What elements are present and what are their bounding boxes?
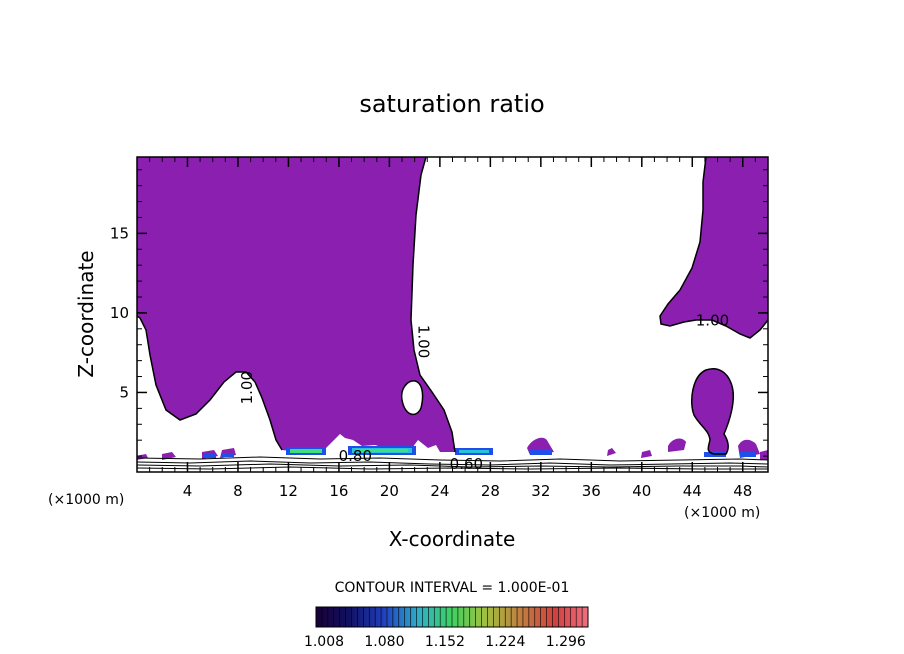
contour-label: 1.00 — [696, 312, 729, 330]
colorbar-tick-label: 1.296 — [546, 634, 586, 650]
contour-interval-text: CONTOUR INTERVAL = 1.000E-01 — [335, 580, 570, 596]
x-axis-unit-right: (×1000 m) — [684, 505, 760, 521]
x-tick-label: 24 — [430, 482, 449, 500]
x-tick-label: 4 — [183, 482, 193, 500]
colorbar-stripes — [321, 607, 583, 627]
colorbar-tick-label: 1.008 — [304, 634, 344, 650]
x-tick-label: 32 — [531, 482, 550, 500]
contour-label: 0.80 — [339, 447, 372, 465]
x-tick-label: 20 — [380, 482, 399, 500]
x-tick-label: 12 — [279, 482, 298, 500]
contour-lines — [137, 157, 768, 470]
supersaturated-region-left — [137, 157, 455, 452]
supersaturated-region-right — [660, 157, 768, 338]
y-tick-label: 10 — [110, 304, 129, 322]
y-axis-label: Z-coordinate — [74, 250, 98, 377]
contour-label: 1.00 — [414, 325, 432, 358]
colorbar-tick-label: 1.224 — [485, 634, 525, 650]
colorbar-tick-label: 1.152 — [425, 634, 465, 650]
x-axis-label: X-coordinate — [389, 527, 516, 551]
x-tick-label: 48 — [733, 482, 752, 500]
x-tick-label: 36 — [582, 482, 601, 500]
contour-label: 0.60 — [450, 455, 483, 473]
y-tick-label: 5 — [119, 383, 129, 401]
x-tick-label: 40 — [632, 482, 651, 500]
x-tick-label: 8 — [233, 482, 243, 500]
x-tick-label: 16 — [329, 482, 348, 500]
colorbar-tick-label: 1.080 — [364, 634, 404, 650]
chart-title: saturation ratio — [359, 90, 544, 118]
y-tick-label: 15 — [110, 224, 129, 242]
x-tick-label: 28 — [481, 482, 500, 500]
x-axis-unit-left: (×1000 m) — [48, 492, 124, 508]
contour-label: 1.00 — [238, 371, 256, 404]
subsaturated-hole — [401, 380, 423, 415]
x-tick-label: 44 — [683, 482, 702, 500]
supersaturated-blob — [691, 368, 734, 454]
